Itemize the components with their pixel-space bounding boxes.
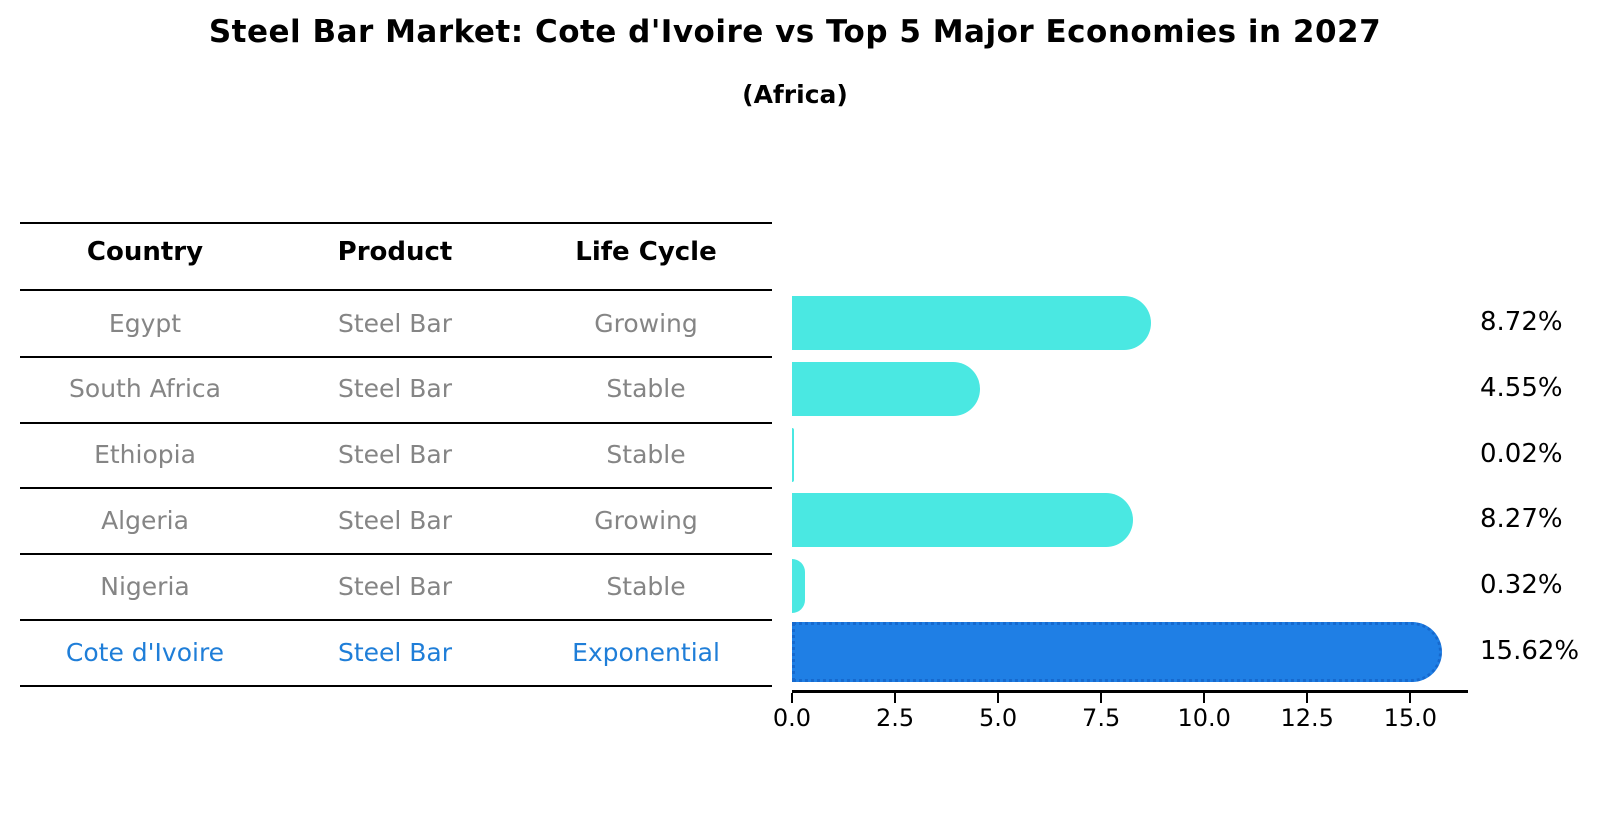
life-cycle-cell: Exponential bbox=[572, 637, 720, 667]
product-cell: Steel Bar bbox=[337, 505, 453, 535]
life-cycle-cell: Stable bbox=[606, 440, 686, 470]
bar-egypt bbox=[792, 296, 1152, 350]
x-tick bbox=[1100, 693, 1103, 703]
bar-cote-d-ivoire bbox=[792, 622, 1442, 683]
column-header-life-cycle: Life Cycle bbox=[575, 237, 717, 267]
table-row-rule bbox=[20, 422, 772, 424]
table-top-rule bbox=[20, 222, 772, 224]
x-tick-label: 15.0 bbox=[1383, 704, 1437, 732]
table-row-rule bbox=[20, 685, 772, 687]
chart-subtitle: (Africa) bbox=[742, 80, 848, 109]
table-row-rule bbox=[20, 553, 772, 555]
table-row-egypt: Egypt Steel Bar Growing bbox=[20, 290, 772, 356]
x-tick bbox=[1203, 693, 1206, 703]
country-cell: Egypt bbox=[108, 308, 182, 338]
value-label-nigeria: 0.32% bbox=[1480, 570, 1563, 601]
x-tick bbox=[1306, 693, 1309, 703]
table-row-rule bbox=[20, 487, 772, 489]
x-tick bbox=[791, 693, 793, 703]
country-cell: Algeria bbox=[101, 505, 189, 535]
x-tick bbox=[894, 693, 897, 703]
x-tick bbox=[1409, 693, 1412, 703]
value-label-algeria: 8.27% bbox=[1480, 504, 1563, 535]
product-cell: Steel Bar bbox=[337, 374, 453, 404]
value-label-ethiopia: 0.02% bbox=[1480, 438, 1563, 469]
column-header-country: Country bbox=[86, 237, 204, 267]
column-header-product: Product bbox=[337, 237, 453, 267]
x-tick-label: 10.0 bbox=[1177, 704, 1231, 732]
bar-nigeria bbox=[792, 559, 806, 614]
product-cell: Steel Bar bbox=[337, 440, 453, 470]
bar-south-africa bbox=[792, 361, 980, 416]
life-cycle-cell: Stable bbox=[606, 571, 686, 601]
x-tick-label: 0.0 bbox=[772, 704, 812, 732]
x-tick-label: 2.5 bbox=[875, 704, 915, 732]
product-cell: Steel Bar bbox=[337, 571, 453, 601]
table-row-algeria: Algeria Steel Bar Growing bbox=[20, 487, 772, 553]
x-tick-label: 7.5 bbox=[1082, 704, 1121, 732]
value-label-cote-d-ivoire: 15.62% bbox=[1480, 636, 1580, 667]
product-cell: Steel Bar bbox=[337, 308, 453, 338]
bar-ethiopia bbox=[792, 427, 794, 482]
value-label-egypt: 8.72% bbox=[1480, 306, 1563, 337]
country-cell: Ethiopia bbox=[94, 440, 196, 470]
table-row-ethiopia: Ethiopia Steel Bar Stable bbox=[20, 422, 772, 488]
life-cycle-cell: Stable bbox=[606, 374, 686, 404]
bar-algeria bbox=[792, 493, 1133, 548]
table-row-nigeria: Nigeria Steel Bar Stable bbox=[20, 553, 772, 619]
table-header: Country Product Life Cycle bbox=[20, 237, 772, 267]
country-cell: South Africa bbox=[69, 374, 221, 404]
country-cell: Nigeria bbox=[100, 571, 190, 601]
country-cell: Cote d'Ivoire bbox=[65, 637, 225, 667]
x-tick bbox=[997, 693, 1000, 703]
x-axis bbox=[792, 690, 1468, 693]
value-label-south-africa: 4.55% bbox=[1480, 372, 1563, 403]
table-row-rule bbox=[20, 619, 772, 621]
product-cell: Steel Bar bbox=[337, 637, 453, 667]
table-row-cote-d-ivoire: Cote d'Ivoire Steel Bar Exponential bbox=[20, 619, 772, 685]
chart-title: Steel Bar Market: Cote d'Ivoire vs Top 5… bbox=[208, 14, 1382, 50]
life-cycle-cell: Growing bbox=[594, 505, 698, 535]
table-row-south-africa: South Africa Steel Bar Stable bbox=[20, 356, 772, 422]
table-header-rule bbox=[20, 289, 772, 291]
x-tick-label: 5.0 bbox=[979, 704, 1018, 732]
table-row-rule bbox=[20, 356, 772, 358]
x-tick-label: 12.5 bbox=[1280, 704, 1334, 732]
life-cycle-cell: Growing bbox=[594, 308, 698, 338]
